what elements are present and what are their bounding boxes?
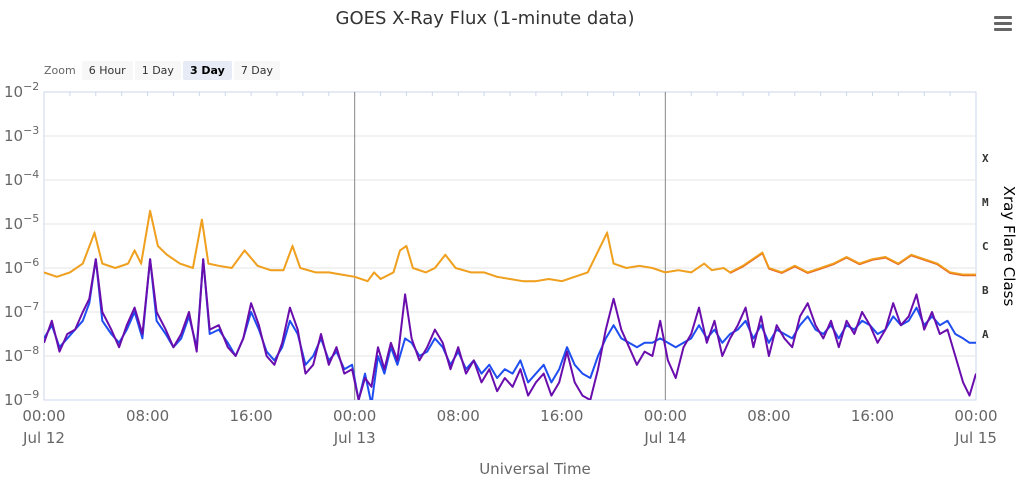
zoom-label: Zoom [44,63,76,77]
x-tick-label: 00:00 [22,407,65,425]
zoom-1-day-button[interactable]: 1 Day [134,60,181,80]
hamburger-menu-icon[interactable] [994,16,1012,32]
series-line-long2 [729,252,976,277]
x-tick-label: 00:00 [954,407,997,425]
series-line-long [44,209,976,283]
flare-class-label: A [982,328,989,341]
x-tick-label: 08:00 [126,407,169,425]
plot-frame [43,91,977,401]
y-tick-label: 10−6 [4,256,39,277]
flare-class-label: B [982,284,989,297]
x-tick-date-label: Jul 15 [954,429,997,447]
flare-class-label: X [982,152,989,165]
y-tick-label: 10−3 [4,124,39,145]
x-tick-date-label: Jul 13 [333,429,376,447]
zoom-selector: Zoom 6 Hour 1 Day 3 Day 7 Day [44,59,282,81]
x-tick-date-label: Jul 12 [22,429,65,447]
y-tick-label: 10−4 [4,168,39,189]
y-tick-label: 10−8 [4,344,39,365]
y-tick-label: 10−7 [4,300,39,321]
flare-class-label: C [982,240,989,253]
y-tick-label: 10−9 [4,388,39,409]
x-axis-title: Universal Time [479,460,591,478]
x-tick-label: 08:00 [747,407,790,425]
x-tick-date-label: Jul 14 [643,429,686,447]
y-tick-label: 10−2 [4,80,39,101]
right-axis-title: Xray Flare Class [1000,186,1018,307]
chart-title: GOES X-Ray Flux (1-minute data) [335,8,635,29]
zoom-6-hour-button[interactable]: 6 Hour [81,60,133,80]
zoom-7-day-button[interactable]: 7 Day [233,60,281,80]
y-tick-label: 10−5 [4,212,39,233]
x-tick-label: 16:00 [851,407,894,425]
zoom-3-day-button[interactable]: 3 Day [182,60,232,80]
x-tick-label: 16:00 [540,407,583,425]
x-tick-label: 00:00 [644,407,687,425]
x-tick-label: 08:00 [437,407,480,425]
x-tick-label: 16:00 [229,407,272,425]
flare-class-label: M [982,196,989,209]
series-line-short2 [44,258,976,400]
x-tick-label: 00:00 [333,407,376,425]
series-line-long-overlay [44,210,976,283]
